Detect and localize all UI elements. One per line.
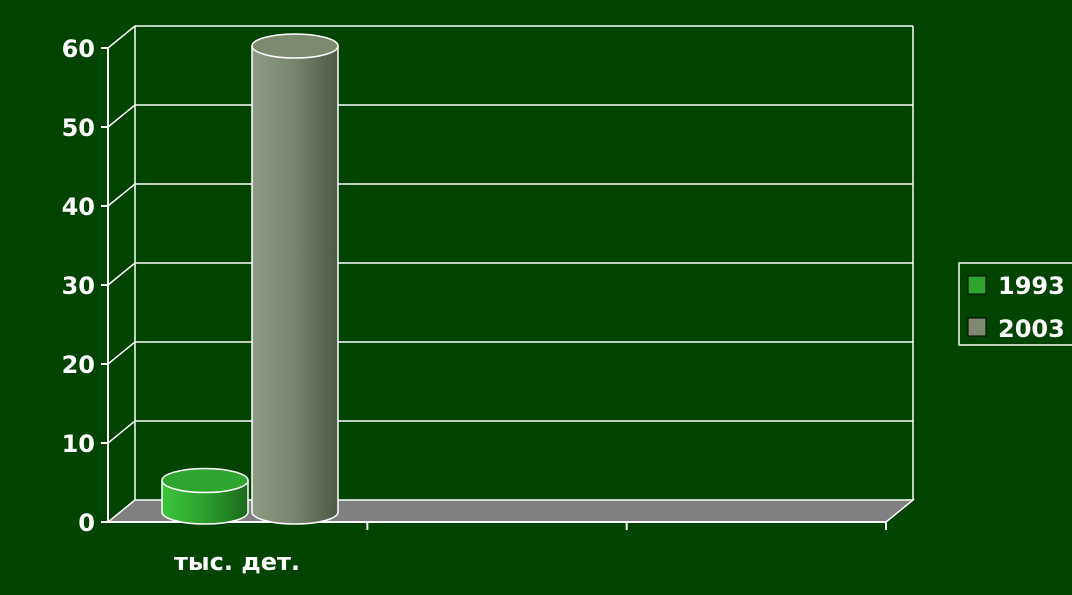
category-labels: тыс. дет. bbox=[174, 548, 300, 576]
y-tick-label: 30 bbox=[62, 272, 95, 300]
legend-swatch-2003 bbox=[967, 317, 987, 337]
bar-body bbox=[251, 45, 339, 525]
legend: 1993 2003 bbox=[958, 262, 1072, 346]
category-label: тыс. дет. bbox=[174, 548, 300, 576]
x-axis-ticks bbox=[366, 522, 887, 530]
gridline-depth bbox=[107, 262, 136, 286]
y-tick-label: 60 bbox=[62, 35, 95, 63]
legend-label-2003: 2003 bbox=[998, 315, 1065, 343]
bar-2003 bbox=[251, 33, 339, 525]
chart-frame: 0 10 20 30 40 50 60 bbox=[62, 25, 916, 537]
y-tick-label: 20 bbox=[62, 351, 95, 379]
legend-swatch-1993 bbox=[967, 275, 987, 295]
gridlines bbox=[107, 25, 913, 500]
gridline-depth bbox=[107, 104, 136, 128]
y-tick-label: 0 bbox=[78, 509, 95, 537]
bar-1993 bbox=[161, 467, 249, 525]
bar-top bbox=[251, 33, 339, 59]
y-tick-label: 50 bbox=[62, 114, 95, 142]
gridline-depth bbox=[107, 420, 136, 444]
legend-label-1993: 1993 bbox=[998, 272, 1065, 300]
y-tick-label: 10 bbox=[62, 430, 95, 458]
gridline-depth bbox=[107, 341, 136, 365]
gridline-depth bbox=[107, 183, 136, 207]
y-axis-ticks: 0 10 20 30 40 50 60 bbox=[62, 35, 108, 537]
y-tick-label: 40 bbox=[62, 193, 95, 221]
gridline-depth bbox=[107, 25, 136, 49]
bar-top bbox=[161, 467, 249, 494]
bar-series bbox=[161, 33, 339, 525]
